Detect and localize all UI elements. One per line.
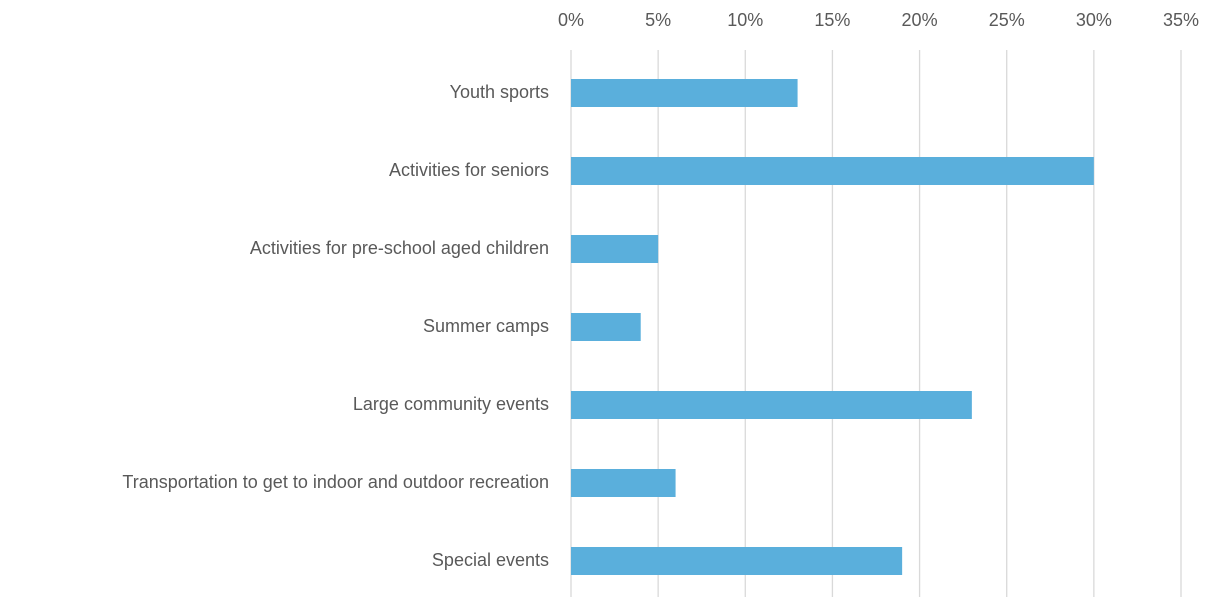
bar <box>571 391 972 419</box>
bar <box>571 235 659 263</box>
y-tick-label: Activities for pre-school aged children <box>250 238 549 258</box>
bar <box>571 157 1094 185</box>
bar <box>571 469 676 497</box>
bar <box>571 79 798 107</box>
x-tick-label: 20% <box>902 10 938 30</box>
bar <box>571 313 641 341</box>
x-tick-label: 25% <box>989 10 1025 30</box>
y-tick-label: Summer camps <box>423 316 549 336</box>
y-tick-label: Activities for seniors <box>389 160 549 180</box>
x-tick-label: 10% <box>727 10 763 30</box>
x-tick-label: 5% <box>645 10 671 30</box>
x-tick-label: 30% <box>1076 10 1112 30</box>
y-tick-label: Youth sports <box>450 82 549 102</box>
x-tick-label: 0% <box>558 10 584 30</box>
x-tick-label: 15% <box>814 10 850 30</box>
y-tick-label: Transportation to get to indoor and outd… <box>122 472 549 492</box>
x-tick-label: 35% <box>1163 10 1199 30</box>
y-tick-label: Special events <box>432 550 549 570</box>
bar <box>571 547 903 575</box>
y-tick-label: Large community events <box>353 394 549 414</box>
